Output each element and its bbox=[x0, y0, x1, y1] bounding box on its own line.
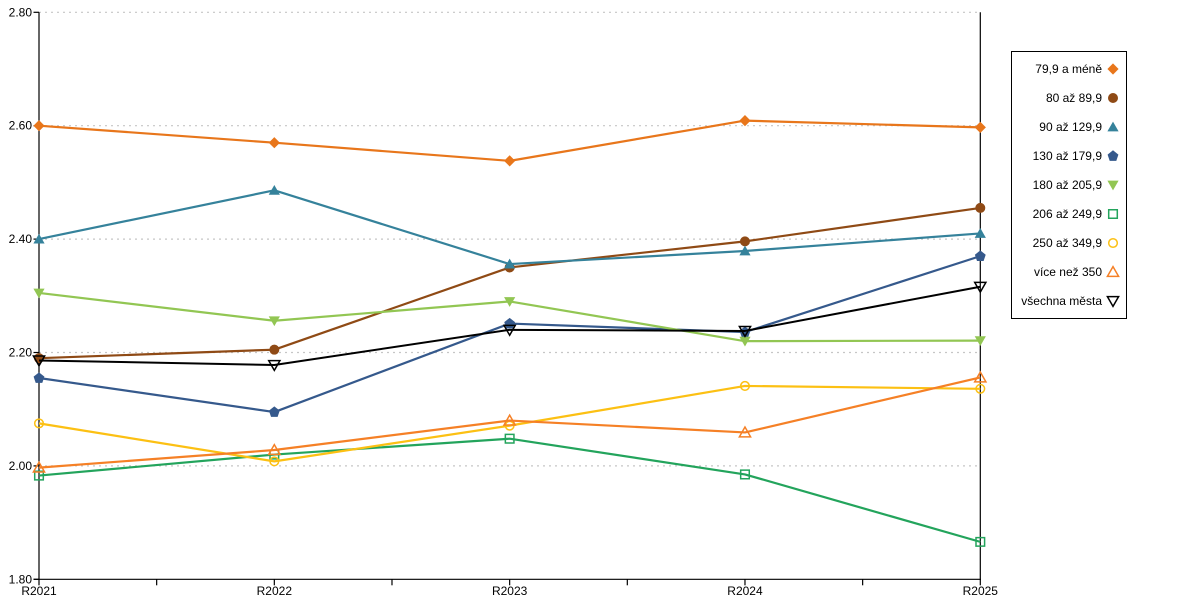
triangle-up-marker-icon bbox=[502, 413, 517, 426]
legend-item: 130 až 179,9 bbox=[1012, 142, 1126, 169]
legend-label: 79,9 a méně bbox=[1035, 61, 1102, 76]
triangle-down-marker-icon bbox=[502, 324, 517, 337]
diamond-marker-icon bbox=[33, 120, 45, 132]
legend-item: 206 až 249,9 bbox=[1012, 201, 1126, 228]
legend-item: 180 až 205,9 bbox=[1012, 171, 1126, 198]
y-axis-label: 2.60 bbox=[9, 119, 33, 133]
legend-pentagon-icon bbox=[1107, 150, 1119, 161]
diamond-marker-icon bbox=[268, 137, 280, 149]
circle-marker-icon bbox=[1107, 238, 1119, 249]
circle-marker-icon bbox=[34, 353, 44, 364]
circle-marker-icon bbox=[975, 202, 986, 213]
triangle-down-marker-icon bbox=[32, 355, 46, 368]
triangle-up-marker-icon bbox=[267, 443, 282, 456]
series-line bbox=[38, 285, 981, 366]
triangle-down-marker-icon bbox=[1106, 296, 1120, 309]
legend-item: 80 až 89,9 bbox=[1012, 84, 1126, 111]
legend-triangle-down-icon bbox=[1107, 180, 1119, 191]
triangle-down-marker-icon bbox=[973, 281, 988, 294]
legend-circle-open-icon bbox=[1107, 238, 1119, 249]
diamond-marker-icon bbox=[739, 114, 751, 127]
pentagon-marker-icon bbox=[1107, 150, 1119, 161]
triangle-up-marker-icon bbox=[504, 258, 516, 269]
circle-marker-icon bbox=[739, 380, 751, 392]
legend-triangle-up-icon bbox=[1107, 121, 1119, 132]
triangle-up-marker-icon bbox=[268, 184, 280, 195]
y-axis-label: 1.80 bbox=[9, 572, 33, 586]
y-axis-label: 2.00 bbox=[9, 459, 33, 473]
triangle-down-marker-icon bbox=[1107, 180, 1119, 191]
legend-item: více než 350 bbox=[1012, 259, 1126, 286]
triangle-up-marker-icon bbox=[738, 425, 752, 438]
circle-marker-icon bbox=[269, 456, 280, 467]
pentagon-marker-icon bbox=[33, 372, 45, 383]
square-marker-icon bbox=[739, 469, 751, 480]
triangle-down-marker-icon bbox=[33, 288, 45, 299]
series-line bbox=[38, 119, 981, 162]
circle-marker-icon bbox=[1108, 92, 1118, 103]
chart-legend: 79,9 a méně 80 až 89,9 90 až 129,9 130 až 1… bbox=[1011, 51, 1127, 319]
x-axis-label: R2024 bbox=[727, 584, 763, 598]
circle-marker-icon bbox=[975, 383, 986, 394]
legend-item: všechna města bbox=[1012, 288, 1126, 315]
series-line bbox=[38, 376, 981, 469]
diamond-marker-icon bbox=[974, 121, 986, 134]
legend-label: 80 až 89,9 bbox=[1045, 90, 1102, 105]
square-marker-icon bbox=[975, 536, 986, 547]
square-marker-icon bbox=[1107, 209, 1119, 220]
triangle-down-marker-icon bbox=[268, 316, 280, 327]
triangle-up-marker-icon bbox=[973, 370, 988, 383]
diamond-marker-icon bbox=[1107, 62, 1119, 75]
legend-label: 250 až 349,9 bbox=[1032, 236, 1102, 251]
pentagon-marker-icon bbox=[974, 250, 986, 262]
x-axis-label: R2025 bbox=[963, 584, 999, 598]
triangle-down-marker-icon bbox=[974, 336, 986, 346]
triangle-up-marker-icon bbox=[1107, 121, 1119, 132]
circle-marker-icon bbox=[33, 418, 45, 429]
triangle-up-marker-icon bbox=[33, 233, 45, 244]
triangle-up-marker-icon bbox=[974, 228, 986, 238]
y-axis-label: 2.20 bbox=[9, 346, 33, 360]
pentagon-marker-icon bbox=[504, 317, 516, 329]
triangle-down-marker-icon bbox=[739, 336, 751, 347]
legend-label: 90 až 129,9 bbox=[1039, 119, 1102, 134]
legend-label: 130 až 179,9 bbox=[1032, 148, 1102, 163]
x-axis-label: R2021 bbox=[21, 584, 57, 598]
y-axis-label: 2.80 bbox=[9, 5, 33, 19]
triangle-down-marker-icon bbox=[267, 359, 282, 372]
triangle-up-marker-icon bbox=[739, 245, 751, 256]
circle-marker-icon bbox=[269, 344, 280, 355]
legend-diamond-icon bbox=[1107, 62, 1119, 75]
x-axis-label: R2023 bbox=[492, 584, 528, 598]
triangle-down-marker-icon bbox=[738, 325, 752, 338]
legend-square-open-icon bbox=[1107, 209, 1119, 220]
square-marker-icon bbox=[504, 433, 515, 444]
triangle-up-marker-icon bbox=[1106, 265, 1120, 278]
legend-label: všechna města bbox=[1021, 294, 1102, 309]
legend-item: 90 až 129,9 bbox=[1012, 113, 1126, 140]
diamond-marker-icon bbox=[504, 155, 516, 167]
legend-circle-icon bbox=[1108, 92, 1118, 103]
legend-item: 250 až 349,9 bbox=[1012, 230, 1126, 257]
legend-triangle-up-open-icon bbox=[1106, 265, 1120, 278]
circle-marker-icon bbox=[739, 236, 750, 247]
y-axis-label: 2.40 bbox=[9, 232, 33, 246]
series-line bbox=[38, 437, 981, 543]
legend-triangle-down-open-icon bbox=[1106, 296, 1120, 309]
legend-label: 180 až 205,9 bbox=[1032, 177, 1102, 192]
legend-item: 79,9 a méně bbox=[1012, 55, 1126, 82]
pentagon-marker-icon bbox=[268, 406, 280, 417]
triangle-down-marker-icon bbox=[504, 297, 516, 307]
series-line bbox=[38, 384, 981, 463]
triangle-up-marker-icon bbox=[32, 460, 46, 473]
legend-label: více než 350 bbox=[1033, 265, 1102, 280]
square-marker-icon bbox=[33, 470, 45, 481]
legend-label: 206 až 249,9 bbox=[1032, 207, 1102, 222]
x-axis-label: R2022 bbox=[257, 584, 293, 598]
